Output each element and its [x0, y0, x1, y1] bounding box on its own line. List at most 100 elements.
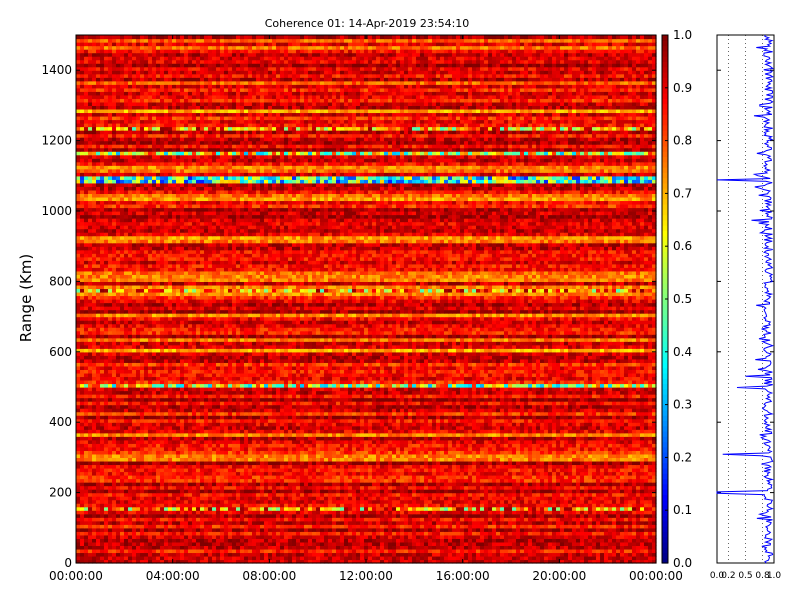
heatmap-cell	[392, 517, 397, 521]
heatmap-cell	[516, 531, 521, 535]
heatmap-cell	[436, 493, 441, 497]
heatmap-cell	[428, 464, 433, 468]
heatmap-cell	[360, 493, 365, 497]
heatmap-cell	[388, 524, 393, 528]
heatmap-cell	[604, 443, 609, 447]
heatmap-cell	[388, 468, 393, 472]
heatmap-cell	[604, 510, 609, 514]
heatmap-cell	[308, 475, 313, 479]
heatmap-cell	[536, 486, 541, 490]
heatmap-cell	[468, 514, 473, 518]
heatmap-cell	[432, 468, 437, 472]
heatmap-cell	[76, 510, 81, 514]
heatmap-cell	[472, 556, 477, 560]
heatmap-cell	[104, 471, 109, 475]
heatmap-cell	[128, 461, 133, 465]
heatmap-cell	[96, 486, 101, 490]
heatmap-cell	[280, 535, 285, 539]
heatmap-cell	[292, 535, 297, 539]
heatmap-cell	[348, 489, 353, 493]
heatmap-cell	[456, 479, 461, 483]
heatmap-cell	[128, 528, 133, 532]
heatmap-cell	[264, 549, 269, 553]
heatmap-cell	[472, 471, 477, 475]
heatmap-cell	[108, 549, 113, 553]
heatmap-cell	[100, 514, 105, 518]
heatmap-cell	[272, 457, 277, 461]
heatmap-cell	[580, 545, 585, 549]
heatmap-cell	[168, 496, 173, 500]
heatmap-cell	[592, 496, 597, 500]
heatmap-cell	[492, 482, 497, 486]
heatmap-cell	[448, 461, 453, 465]
heatmap-cell	[372, 503, 377, 507]
heatmap-cell	[248, 556, 253, 560]
heatmap-cell	[556, 510, 561, 514]
heatmap-cell	[596, 538, 601, 542]
heatmap-cell	[292, 461, 297, 465]
heatmap-cell	[440, 454, 445, 458]
heatmap-cell	[248, 443, 253, 447]
heatmap-cell	[448, 450, 453, 454]
heatmap-cell	[632, 524, 637, 528]
heatmap-cell	[384, 482, 389, 486]
heatmap-cell	[508, 521, 513, 525]
heatmap-cell	[408, 517, 413, 521]
heatmap-cell	[320, 486, 325, 490]
heatmap-cell	[172, 514, 177, 518]
heatmap-cell	[84, 517, 89, 521]
heatmap-cell	[164, 531, 169, 535]
heatmap-cell	[236, 517, 241, 521]
heatmap-cell	[432, 443, 437, 447]
heatmap-cell	[556, 556, 561, 560]
heatmap-cell	[256, 486, 261, 490]
heatmap-cell	[140, 538, 145, 542]
heatmap-cell	[216, 549, 221, 553]
heatmap-cell	[344, 542, 349, 546]
heatmap-cell	[376, 517, 381, 521]
heatmap-cell	[276, 500, 281, 504]
heatmap-cell	[248, 552, 253, 556]
heatmap-cell	[196, 486, 201, 490]
heatmap-cell	[524, 461, 529, 465]
heatmap-cell	[552, 471, 557, 475]
heatmap-cell	[496, 535, 501, 539]
heatmap-cell	[512, 521, 517, 525]
heatmap-cell	[412, 507, 417, 511]
heatmap-cell	[112, 471, 117, 475]
heatmap-cell	[360, 489, 365, 493]
heatmap-cell	[572, 482, 577, 486]
heatmap-cell	[536, 503, 541, 507]
heatmap-cell	[180, 486, 185, 490]
heatmap-cell	[492, 457, 497, 461]
heatmap-cell	[232, 514, 237, 518]
heatmap-cell	[460, 454, 465, 458]
heatmap-cell	[280, 493, 285, 497]
heatmap-cell	[336, 443, 341, 447]
heatmap-cell	[212, 500, 217, 504]
heatmap-cell	[412, 461, 417, 465]
heatmap-cell	[184, 493, 189, 497]
heatmap-cell	[76, 475, 81, 479]
heatmap-cell	[280, 496, 285, 500]
heatmap-cell	[536, 450, 541, 454]
heatmap-cell	[136, 517, 141, 521]
heatmap-cell	[284, 556, 289, 560]
heatmap-cell	[600, 475, 605, 479]
heatmap-cell	[292, 440, 297, 444]
heatmap-cell	[540, 514, 545, 518]
heatmap-cell	[388, 482, 393, 486]
heatmap-cell	[320, 514, 325, 518]
heatmap-cell	[512, 524, 517, 528]
heatmap-cell	[416, 556, 421, 560]
heatmap-cell	[264, 443, 269, 447]
heatmap-cell	[148, 475, 153, 479]
heatmap-cell	[228, 521, 233, 525]
heatmap-cell	[256, 443, 261, 447]
heatmap-cell	[520, 464, 525, 468]
heatmap-cell	[104, 493, 109, 497]
heatmap-cell	[332, 531, 337, 535]
heatmap-cell	[540, 556, 545, 560]
heatmap-cell	[568, 514, 573, 518]
heatmap-cell	[560, 510, 565, 514]
